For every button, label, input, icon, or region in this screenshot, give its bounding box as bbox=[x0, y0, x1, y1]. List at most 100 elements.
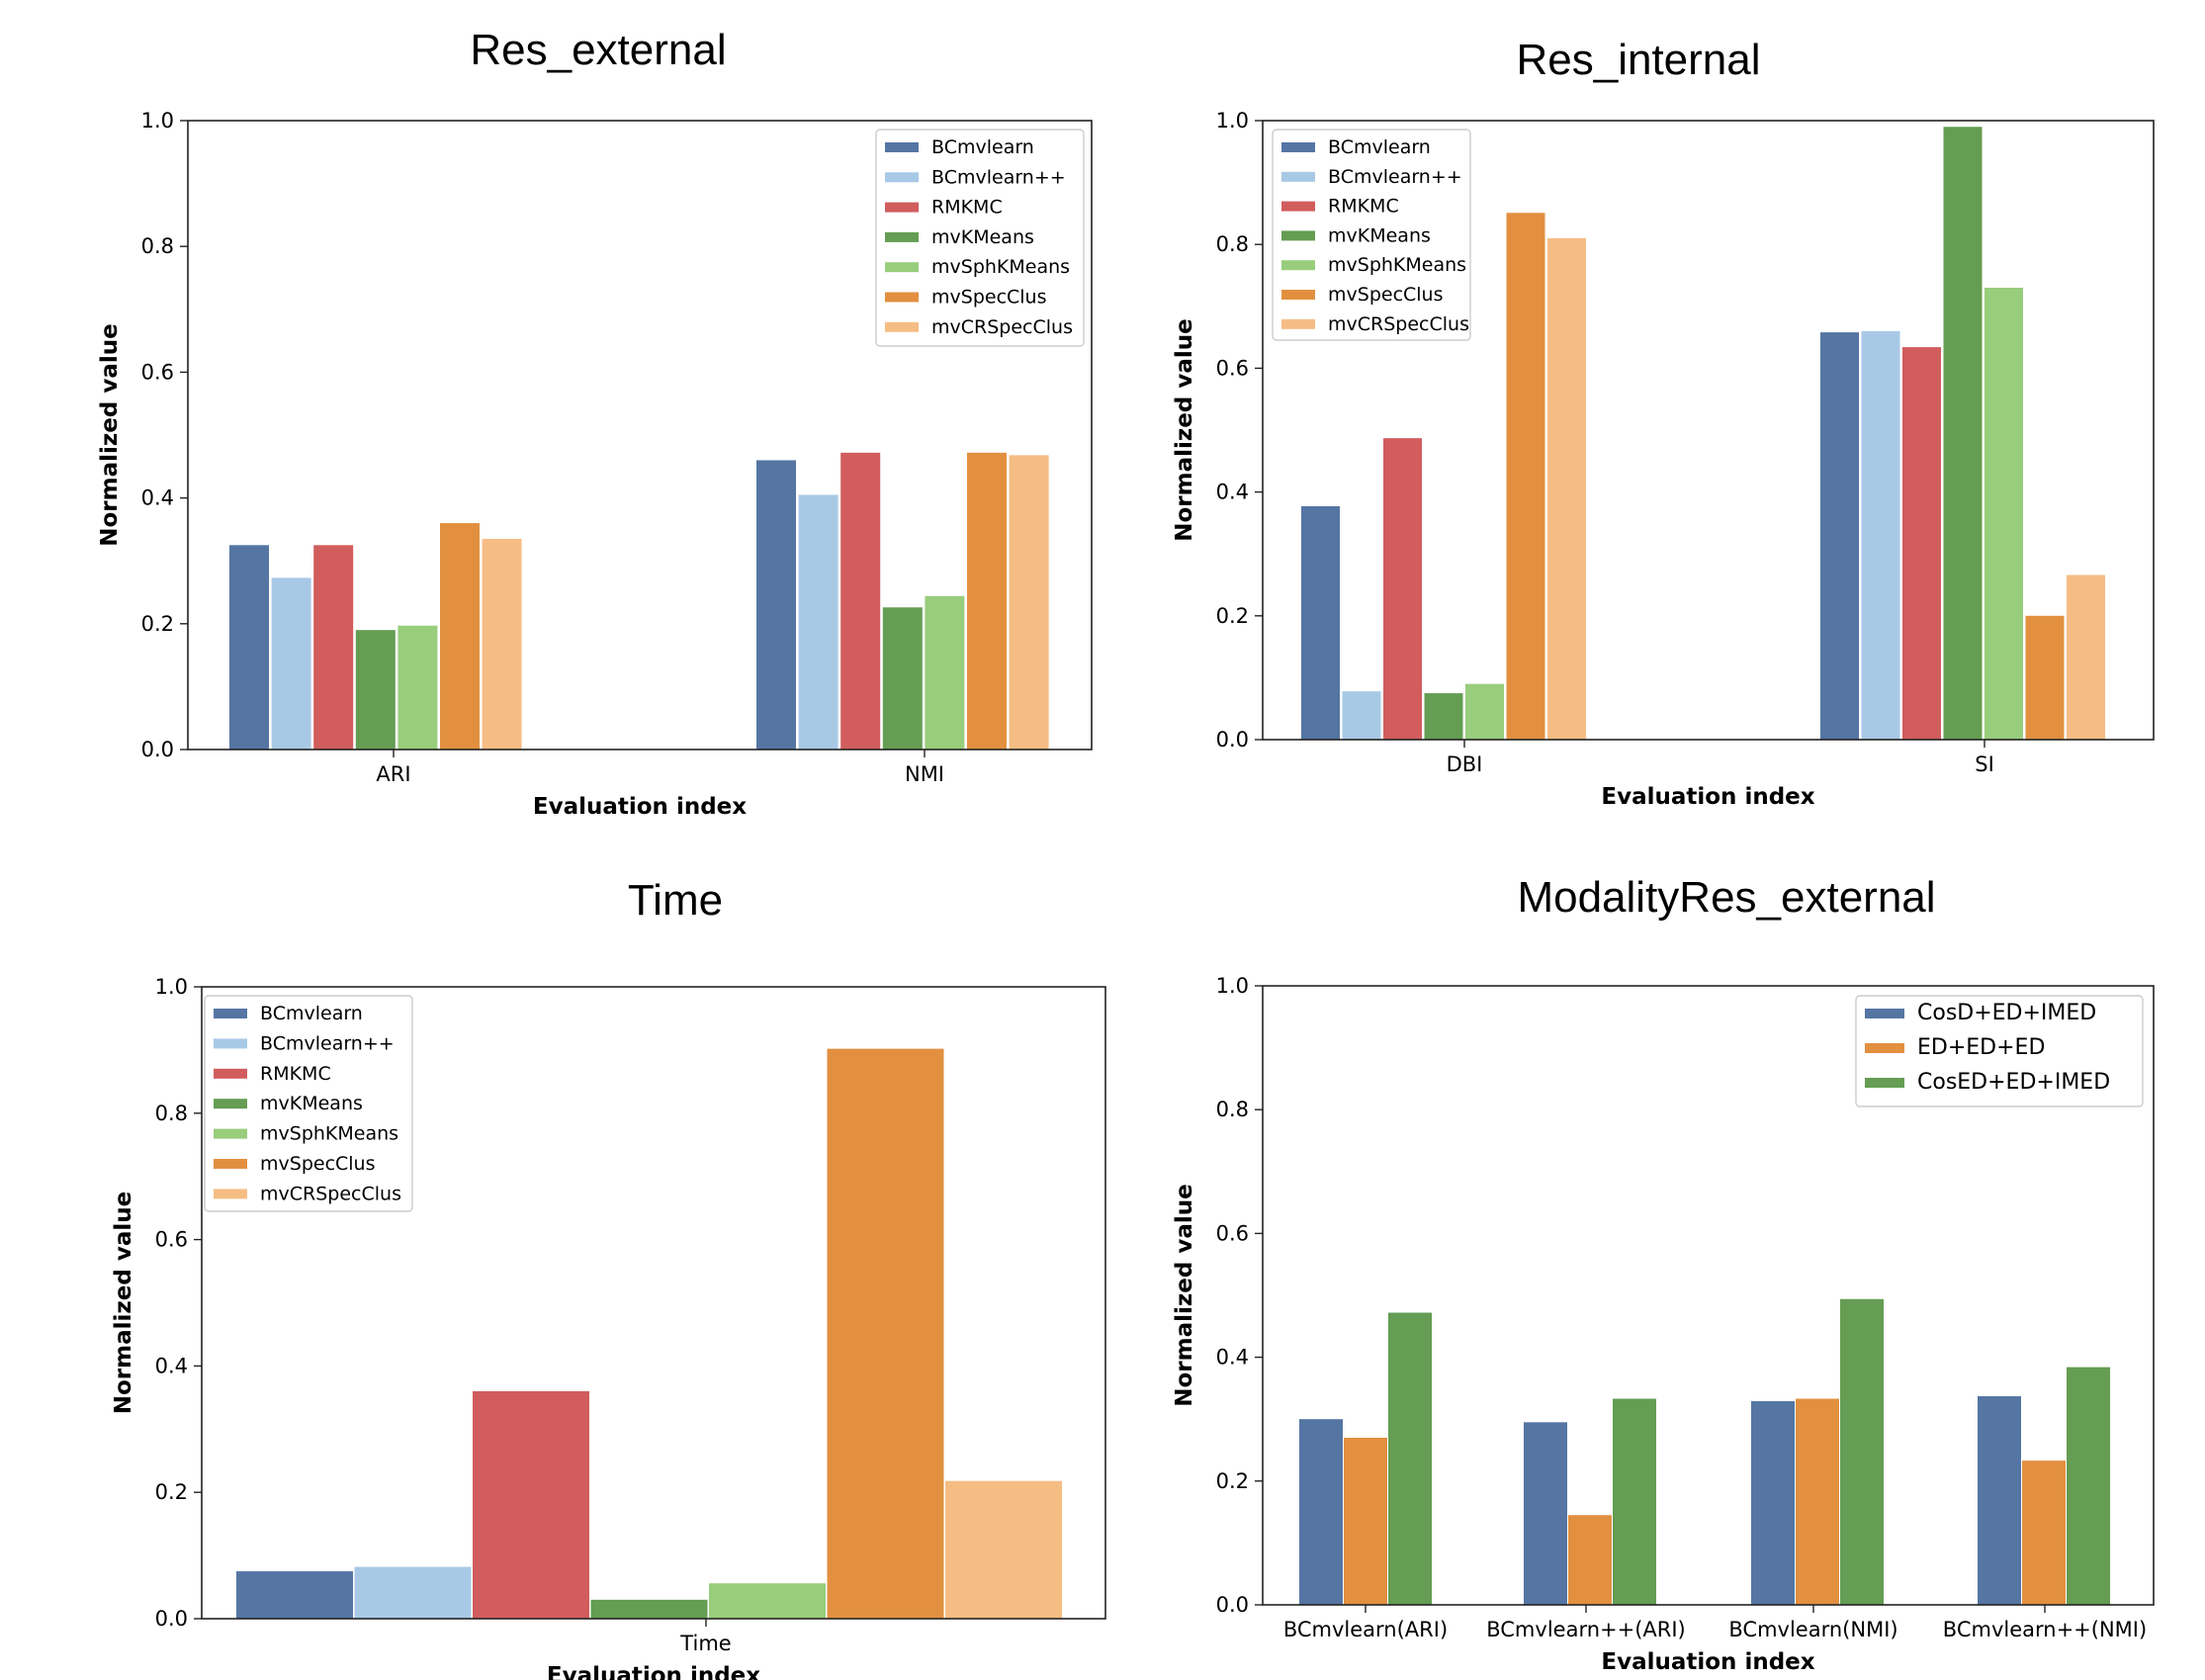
bar-CosED+ED+IMED-BCmvlearn++(NMI) bbox=[2067, 1367, 2110, 1605]
bar-BCmvlearn-ARI bbox=[229, 545, 269, 750]
legend-entry-BCmvlearn++: BCmvlearn++ bbox=[931, 166, 1066, 188]
legend-entry-mvSpecClus: mvSpecClus bbox=[931, 287, 1047, 309]
bar-BCmvlearn++-DBI bbox=[1342, 691, 1381, 740]
y-tick-label: 0.8 bbox=[1216, 1098, 1249, 1121]
legend-swatch-mvSphKMeans bbox=[214, 1128, 247, 1139]
x-axis-label: Evaluation index bbox=[547, 1663, 760, 1680]
bar-mvCRSpecClus-Time bbox=[945, 1480, 1062, 1619]
legend-swatch-mvSpecClus bbox=[885, 292, 919, 303]
legend-swatch-mvKMeans bbox=[1281, 230, 1315, 241]
y-tick-label: 0.2 bbox=[1216, 1469, 1249, 1493]
legend-swatch-mvKMeans bbox=[885, 231, 919, 242]
legend-box bbox=[1855, 995, 2144, 1107]
legend-swatch-mvSphKMeans bbox=[1281, 260, 1315, 271]
legend-entry-mvCRSpecClus: mvCRSpecClus bbox=[260, 1183, 401, 1204]
bar-BCmvlearn-Time bbox=[236, 1571, 353, 1619]
chart-0: Res_external 0.0 0.2 0.4 0.6 0.8 1.0 ARI NMI Eval… bbox=[97, 26, 1093, 820]
y-tick-label: 1.0 bbox=[155, 975, 188, 999]
y-tick-label: 0.2 bbox=[141, 612, 174, 636]
legend-box bbox=[1272, 129, 1471, 341]
legend-swatch-BCmvlearn++ bbox=[1281, 171, 1315, 182]
legend-entry-RMKMC: RMKMC bbox=[1328, 196, 1399, 218]
legend-entry-ED+ED+ED: ED+ED+ED bbox=[1917, 1035, 2045, 1060]
x-tick-label: BCmvlearn(NMI) bbox=[1728, 1618, 1897, 1641]
bar-mvKMeans-NMI bbox=[882, 607, 923, 750]
legend: BCmvlearn BCmvlearn++ RMKMC mvKMeans mvSphKM… bbox=[1272, 129, 1471, 341]
bar-BCmvlearn-NMI bbox=[756, 460, 796, 750]
x-tick-label: BCmvlearn++(ARI) bbox=[1486, 1618, 1686, 1641]
legend-swatch-mvSphKMeans bbox=[885, 262, 919, 273]
y-tick-label: 0.6 bbox=[1216, 1221, 1249, 1245]
y-tick-label: 1.0 bbox=[1216, 109, 1249, 133]
bar-BCmvlearn-SI bbox=[1820, 332, 1859, 740]
chart-2: Time 0.0 0.2 0.4 0.6 0.8 1.0 Time Evaluation ind… bbox=[111, 876, 1106, 1680]
plot-frame bbox=[201, 986, 1106, 1620]
bar-mvSphKMeans-NMI bbox=[925, 595, 965, 750]
legend-swatch-BCmvlearn bbox=[214, 1009, 247, 1018]
bar-BCmvlearn++-Time bbox=[354, 1566, 472, 1619]
y-tick-label: 0.8 bbox=[155, 1102, 188, 1125]
bar-mvSpecClus-Time bbox=[827, 1048, 944, 1619]
bar-CosD+ED+IMED-BCmvlearn++(NMI) bbox=[1978, 1396, 2021, 1605]
y-tick-label: 0.2 bbox=[155, 1480, 188, 1504]
bar-RMKMC-NMI bbox=[840, 452, 881, 750]
legend-entry-mvSpecClus: mvSpecClus bbox=[1328, 284, 1444, 306]
y-tick-label: 0.4 bbox=[141, 486, 174, 510]
bar-CosD+ED+IMED-BCmvlearn(ARI) bbox=[1299, 1419, 1343, 1605]
plot-frame bbox=[187, 120, 1093, 751]
legend-entry-mvSphKMeans: mvSphKMeans bbox=[1328, 254, 1466, 276]
legend-entry-CosED+ED+IMED: CosED+ED+IMED bbox=[1917, 1070, 2110, 1095]
legend-swatch-BCmvlearn++ bbox=[214, 1038, 247, 1049]
bar-RMKMC-Time bbox=[473, 1390, 589, 1619]
y-tick-label: 0.0 bbox=[155, 1607, 188, 1631]
legend-entry-mvKMeans: mvKMeans bbox=[1328, 224, 1431, 246]
bar-mvSphKMeans-Time bbox=[709, 1583, 826, 1619]
bar-mvKMeans-DBI bbox=[1424, 693, 1463, 740]
legend-box bbox=[875, 129, 1085, 347]
legend-entry-CosD+ED+IMED: CosD+ED+IMED bbox=[1917, 1001, 2096, 1025]
bar-BCmvlearn++-ARI bbox=[271, 577, 311, 750]
bar-mvSphKMeans-ARI bbox=[397, 625, 438, 750]
legend-entry-BCmvlearn++: BCmvlearn++ bbox=[260, 1032, 395, 1054]
x-axis-label: Evaluation index bbox=[533, 794, 747, 820]
bar-CosED+ED+IMED-BCmvlearn(ARI) bbox=[1388, 1312, 1432, 1605]
y-tick-label: 0.8 bbox=[141, 234, 174, 258]
bar-RMKMC-SI bbox=[1902, 347, 1941, 740]
x-tick-label: NMI bbox=[905, 762, 944, 786]
legend-entry-RMKMC: RMKMC bbox=[260, 1063, 331, 1085]
legend-entry-BCmvlearn: BCmvlearn bbox=[1328, 136, 1431, 158]
legend-swatch-mvCRSpecClus bbox=[885, 321, 919, 332]
y-tick-label: 0.0 bbox=[141, 738, 174, 761]
x-tick-label: SI bbox=[1975, 752, 1994, 776]
x-tick-label: DBI bbox=[1447, 752, 1483, 776]
y-tick-label: 0.6 bbox=[155, 1228, 188, 1252]
bar-mvKMeans-Time bbox=[590, 1599, 708, 1619]
chart-3: ModalityRes_external 0.0 0.2 0.4 0.6 0.8 1.0 BC… bbox=[1172, 873, 2155, 1675]
bar-BCmvlearn++-NMI bbox=[798, 494, 838, 750]
y-axis-label: Normalized value bbox=[1172, 1184, 1197, 1406]
legend-swatch-ED+ED+ED bbox=[1865, 1043, 1904, 1053]
x-tick-label: BCmvlearn(ARI) bbox=[1283, 1618, 1448, 1641]
legend-entry-mvSphKMeans: mvSphKMeans bbox=[260, 1123, 398, 1145]
chart-title: Res_external bbox=[470, 26, 726, 74]
y-tick-label: 0.2 bbox=[1216, 604, 1249, 628]
bar-ED+ED+ED-BCmvlearn(ARI) bbox=[1344, 1437, 1387, 1605]
y-tick-label: 1.0 bbox=[141, 109, 174, 133]
bar-mvCRSpecClus-DBI bbox=[1547, 237, 1586, 740]
x-tick-label: BCmvlearn++(NMI) bbox=[1943, 1618, 2147, 1641]
chart-title: ModalityRes_external bbox=[1517, 873, 1935, 922]
bar-ED+ED+ED-BCmvlearn++(ARI) bbox=[1568, 1515, 1612, 1605]
legend-swatch-BCmvlearn bbox=[1281, 142, 1315, 152]
legend-entry-mvCRSpecClus: mvCRSpecClus bbox=[931, 316, 1073, 338]
legend-entry-mvSpecClus: mvSpecClus bbox=[260, 1153, 376, 1175]
legend-entry-BCmvlearn: BCmvlearn bbox=[931, 136, 1034, 158]
bar-mvCRSpecClus-NMI bbox=[1009, 455, 1049, 750]
y-axis-label: Normalized value bbox=[97, 323, 123, 546]
x-tick-label: Time bbox=[679, 1632, 731, 1655]
legend-swatch-mvSpecClus bbox=[1281, 290, 1315, 300]
legend-entry-BCmvlearn: BCmvlearn bbox=[260, 1003, 363, 1024]
bar-mvCRSpecClus-SI bbox=[2067, 575, 2105, 740]
y-tick-label: 1.0 bbox=[1216, 974, 1249, 998]
legend-swatch-RMKMC bbox=[885, 202, 919, 213]
